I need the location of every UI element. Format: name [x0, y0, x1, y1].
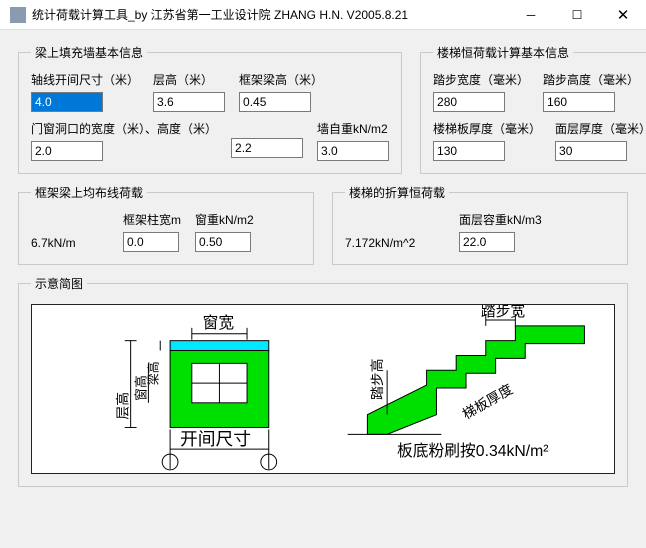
floor-h-label: 层高 — [115, 392, 131, 420]
window-controls: ─ ☐ ✕ — [508, 0, 646, 29]
diagram-canvas: 开间尺寸 窗宽 层高 — [31, 304, 615, 474]
opening-w-label: 门窗洞口的宽度（米）、高度（米） — [31, 120, 217, 137]
riser-h-input[interactable] — [543, 92, 615, 112]
maximize-button[interactable]: ☐ — [554, 0, 600, 29]
floor-height-label: 层高（米） — [153, 71, 225, 88]
wall-selfw-input[interactable] — [317, 141, 389, 161]
axis-span-label: 轴线开间尺寸（米） — [31, 71, 139, 88]
axis-span-input[interactable] — [31, 92, 103, 112]
tread-w-input[interactable] — [433, 92, 505, 112]
slab-t-label: 楼梯板厚度（毫米） — [433, 120, 541, 137]
window-w-label: 窗宽 — [203, 314, 235, 332]
finish-t-input[interactable] — [555, 141, 627, 161]
group-wall-legend: 梁上填充墙基本信息 — [31, 44, 147, 61]
group-stair-info: 楼梯恒荷载计算基本信息 踏步宽度（毫米） 踏步高度（毫米） 楼梯板厚度（毫米） — [420, 44, 646, 174]
opening-w-input[interactable] — [31, 141, 103, 161]
opening-h-input[interactable] — [231, 138, 303, 158]
group-stair-load-legend: 楼梯的折算恒荷载 — [345, 184, 449, 201]
group-beam-load: 框架梁上均布线荷载 6.7kN/m 框架柱宽m 窗重kN/m2 — [18, 184, 314, 265]
group-wall-info: 梁上填充墙基本信息 轴线开间尺寸（米） 层高（米） 框架梁高（米） — [18, 44, 402, 174]
tread-w-label: 踏步宽 — [481, 305, 526, 320]
tread-w-label: 踏步宽度（毫米） — [433, 71, 529, 88]
plaster-note: 板底粉刷按0.34kN/m² — [397, 442, 549, 460]
group-diagram-legend: 示意简图 — [31, 275, 87, 292]
beam-load-result: 6.7kN/m — [31, 236, 109, 252]
beam-h-label: 梁高 — [146, 361, 160, 385]
beam-height-input[interactable] — [239, 92, 311, 112]
finish-dens-label: 面层容重kN/m3 — [459, 211, 542, 228]
slab-t-label-d: 梯板厚度 — [460, 381, 516, 423]
riser-h-label: 踏步高度（毫米） — [543, 71, 639, 88]
close-button[interactable]: ✕ — [600, 0, 646, 29]
slab-t-input[interactable] — [433, 141, 505, 161]
beam-height-label: 框架梁高（米） — [239, 71, 323, 88]
stair-load-result: 7.172kN/m^2 — [345, 236, 445, 252]
wall-selfw-label: 墙自重kN/m2 — [317, 120, 389, 137]
win-w-input[interactable] — [195, 232, 251, 252]
group-beam-load-legend: 框架梁上均布线荷载 — [31, 184, 147, 201]
group-diagram: 示意简图 开间尺寸 — [18, 275, 628, 487]
col-w-input[interactable] — [123, 232, 179, 252]
riser-h-label-d: 踏步高 — [369, 358, 385, 399]
group-stair-load: 楼梯的折算恒荷载 7.172kN/m^2 面层容重kN/m3 — [332, 184, 628, 265]
col-w-label: 框架柱宽m — [123, 211, 181, 228]
app-icon — [10, 7, 26, 23]
finish-dens-input[interactable] — [459, 232, 515, 252]
win-w-label: 窗重kN/m2 — [195, 211, 254, 228]
titlebar: 统计荷载计算工具_by 江苏省第一工业设计院 ZHANG H.N. V2005.… — [0, 0, 646, 30]
app-title: 统计荷载计算工具_by 江苏省第一工业设计院 ZHANG H.N. V2005.… — [32, 6, 508, 23]
finish-t-label: 面层厚度（毫米） — [555, 120, 646, 137]
floor-height-input[interactable] — [153, 92, 225, 112]
span-label: 开间尺寸 — [180, 429, 251, 449]
group-stair-legend: 楼梯恒荷载计算基本信息 — [433, 44, 573, 61]
minimize-button[interactable]: ─ — [508, 0, 554, 29]
